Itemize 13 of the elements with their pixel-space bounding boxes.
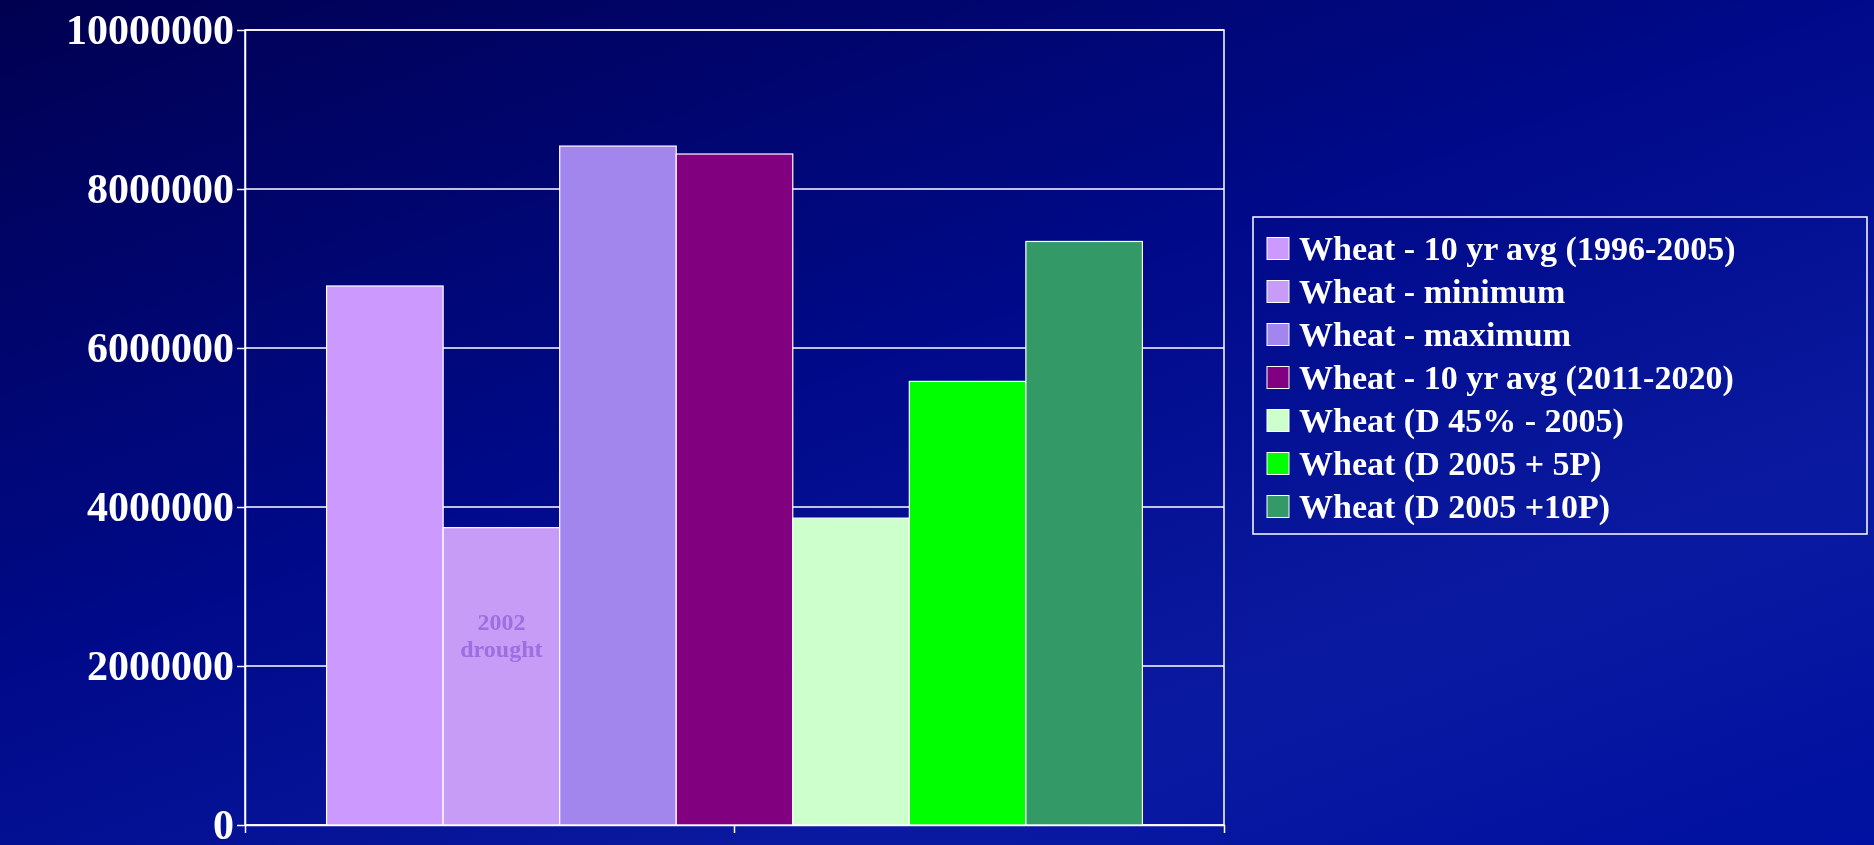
y-tick-label: 4000000 (87, 483, 234, 530)
legend-label: Wheat - 10 yr avg (1996-2005) (1299, 230, 1736, 269)
y-tick-label: 0 (213, 801, 234, 845)
legend-label: Wheat - maximum (1299, 316, 1571, 354)
legend-label: Wheat (D 2005 + 5P) (1299, 445, 1602, 484)
y-tick-label: 10000000 (66, 6, 234, 53)
y-tick-label: 8000000 (87, 165, 234, 212)
legend-label: Wheat (D 2005 +10P) (1299, 488, 1611, 527)
y-tick-label: 2000000 (87, 642, 234, 689)
legend-label: Wheat - minimum (1299, 273, 1566, 311)
legend-label: Wheat (D 45% - 2005) (1299, 402, 1624, 441)
y-tick-label: 6000000 (87, 324, 234, 371)
legend-label: Wheat - 10 yr avg (2011-2020) (1299, 359, 1734, 398)
